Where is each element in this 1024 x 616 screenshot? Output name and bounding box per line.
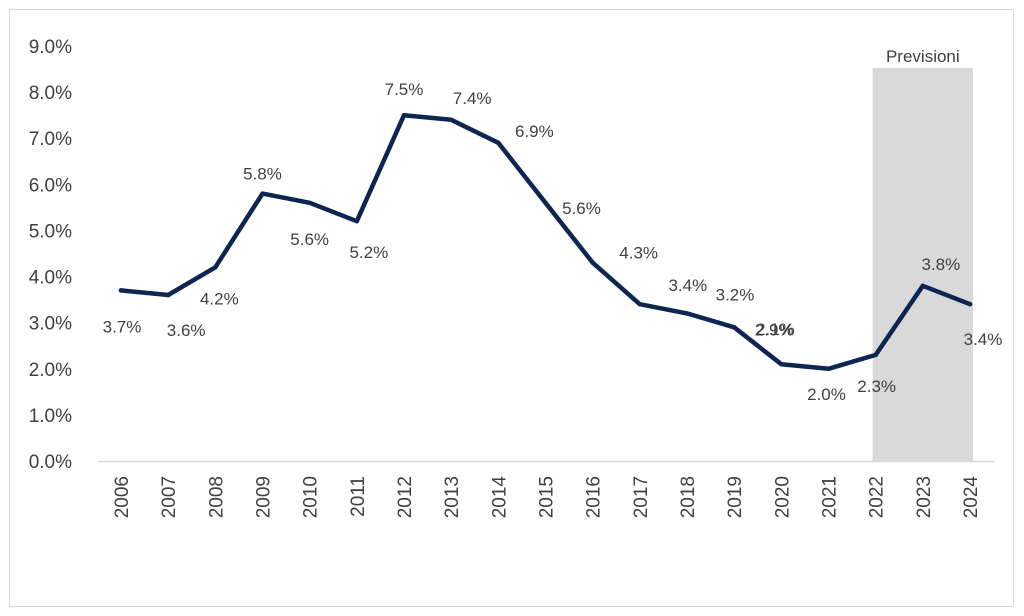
data-label: 2.1% [756, 320, 795, 339]
data-label: 2.3% [857, 377, 896, 396]
data-point [118, 288, 124, 293]
data-point [401, 112, 407, 118]
data-label: 5.6% [290, 230, 329, 249]
x-tick-label: 2012 [395, 476, 416, 518]
y-tick-label: 5.0% [29, 221, 72, 242]
data-label: 3.4% [668, 276, 707, 295]
x-tick-label: 2020 [772, 476, 793, 518]
data-label: 7.5% [385, 80, 424, 99]
data-label: 2.9% [755, 320, 794, 339]
x-tick-label: 2017 [631, 476, 652, 518]
data-label: 3.7% [103, 317, 142, 336]
x-tick-label: 2019 [725, 476, 746, 518]
data-label: 5.2% [349, 243, 388, 262]
data-label: 6.9% [515, 122, 554, 141]
data-point [590, 260, 595, 265]
data-label: 3.4% [964, 330, 1003, 349]
y-tick-label: 4.0% [29, 268, 72, 289]
data-point [920, 283, 926, 288]
y-tick-label: 2.0% [29, 360, 72, 381]
x-tick-label: 2011 [348, 476, 369, 517]
data-label: 3.6% [167, 321, 206, 340]
x-tick-label: 2013 [442, 476, 463, 518]
y-tick-label: 0.0% [29, 452, 72, 473]
x-tick-label: 2007 [159, 476, 180, 518]
chart-frame [9, 9, 1014, 607]
x-tick-label: 2014 [489, 476, 510, 519]
x-tick-label: 2006 [112, 476, 133, 518]
data-point [637, 302, 643, 307]
data-point [448, 117, 454, 122]
x-tick-label: 2024 [961, 476, 982, 519]
forecast-label: Previsioni [886, 47, 960, 66]
data-label: 4.2% [200, 289, 239, 308]
data-point [213, 265, 218, 270]
x-tick-label: 2009 [254, 476, 275, 518]
x-tick-label: 2016 [584, 476, 605, 518]
y-tick-label: 9.0% [29, 37, 72, 58]
data-point [354, 219, 360, 224]
x-tick-label: 2018 [678, 476, 699, 518]
data-point [543, 200, 548, 205]
data-label: 3.2% [716, 285, 755, 304]
y-tick-label: 6.0% [29, 175, 72, 196]
forecast-band [872, 68, 973, 461]
y-tick-label: 8.0% [29, 83, 72, 104]
data-point [967, 302, 973, 307]
y-tick-label: 3.0% [29, 314, 72, 335]
series-line [118, 112, 973, 372]
y-tick-label: 1.0% [29, 406, 72, 427]
data-point [260, 191, 265, 196]
data-label: 7.4% [453, 89, 492, 108]
x-tick-label: 2015 [537, 476, 558, 518]
x-tick-label: 2021 [820, 476, 841, 518]
data-point [165, 292, 171, 298]
x-tick-label: 2023 [914, 476, 935, 518]
data-point [684, 311, 690, 316]
data-point [873, 352, 878, 358]
data-label: 4.3% [619, 244, 658, 263]
data-label: 5.6% [562, 199, 601, 218]
data-label: 2.0% [807, 385, 846, 404]
data-point [307, 200, 312, 205]
data-point [496, 140, 501, 146]
x-tick-label: 2008 [206, 476, 227, 518]
data-label: 5.8% [243, 165, 282, 184]
x-tick-label: 2010 [301, 476, 322, 518]
data-label: 3.8% [921, 255, 960, 274]
data-point [826, 366, 831, 371]
data-point [731, 325, 737, 330]
y-tick-label: 7.0% [29, 129, 72, 150]
x-tick-label: 2022 [867, 476, 888, 518]
data-point [779, 361, 784, 367]
